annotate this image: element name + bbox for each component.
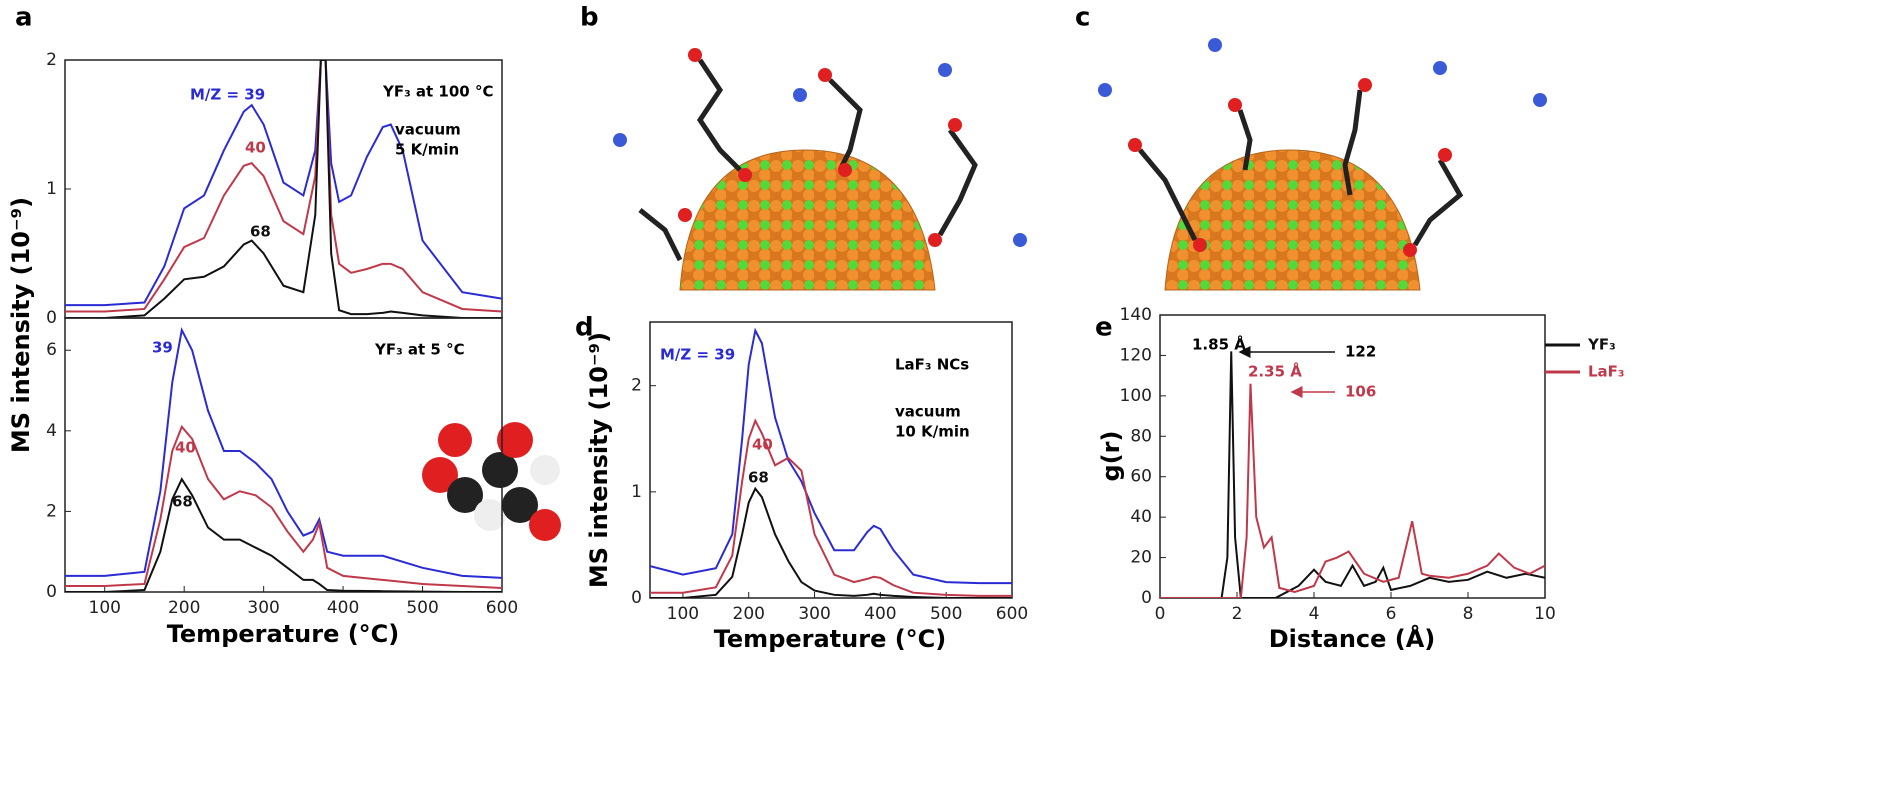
series-label: 68 [748, 469, 769, 487]
annotation: LaF₃ NCs [895, 356, 969, 374]
y-tick-label: 2 [631, 376, 642, 396]
line [650, 418, 1012, 597]
y-tick-label: 140 [1120, 305, 1152, 325]
molecule [422, 422, 561, 541]
annotation: vacuum [395, 121, 461, 139]
y-tick-label: 40 [1130, 507, 1152, 527]
y-tick-label: 0 [46, 308, 57, 328]
line [65, 477, 502, 592]
y-tick-label: 0 [46, 582, 57, 602]
series-label: M/Z = 39 [660, 346, 735, 364]
panel-label: d [575, 313, 594, 343]
line [1160, 351, 1545, 598]
y-axis-label: g(r) [1097, 431, 1125, 482]
x-tick-label: 500 [406, 598, 438, 618]
line [650, 486, 1012, 598]
y-tick-label: 120 [1120, 345, 1152, 365]
annotation: 122 [1345, 343, 1376, 361]
y-tick-label: 4 [46, 421, 57, 441]
x-tick-label: 200 [168, 598, 200, 618]
illustration-b [613, 48, 1027, 291]
line [65, 60, 502, 307]
illustration-c [1098, 38, 1547, 291]
line [1160, 383, 1545, 598]
x-tick-label: 300 [247, 598, 279, 618]
chart: 0 20 40 60 80 100 120 140 0 2 4 6 8 10 e g(r) Distance (… [1095, 305, 1625, 653]
line [65, 424, 502, 589]
y-tick-label: 6 [46, 340, 57, 360]
y-axis-label: MS intensity (10⁻⁹) [585, 332, 613, 588]
chart: 0 1 2a MS intensity (10⁻⁹) M/Z = 39 40 68 YF₃ a… [7, 3, 503, 453]
x-tick-label: 500 [930, 604, 962, 624]
annotation: YF₃ at 100 °C [382, 83, 493, 101]
x-axis-label: Temperature (°C) [714, 625, 947, 653]
annotation: YF₃ at 5 °C [374, 341, 465, 359]
y-tick-label: 1 [631, 482, 642, 502]
panel-label: c [1075, 3, 1090, 33]
x-tick-label: 400 [327, 598, 359, 618]
y-tick-label: 2 [46, 50, 57, 70]
line [65, 60, 502, 313]
y-tick-label: 1 [46, 179, 57, 199]
legend-label: YF₃ [1587, 336, 1616, 354]
annotation: 106 [1345, 383, 1376, 401]
panel-label: a [15, 3, 33, 33]
y-axis-label: MS intensity (10⁻⁹) [7, 197, 35, 453]
x-tick-label: 10 [1534, 604, 1556, 624]
series-label: 39 [152, 339, 173, 357]
y-tick-label: 0 [631, 588, 642, 608]
annotation: 5 K/min [395, 141, 459, 159]
x-tick-label: 2 [1232, 604, 1243, 624]
x-axis-label: Temperature (°C) [167, 620, 400, 648]
x-tick-label: 600 [996, 604, 1028, 624]
series-label: 40 [175, 439, 196, 457]
chart: 0 1 2 100 200 300 400 500 600 dMS intensity (10⁻⁹… [575, 313, 1028, 654]
x-tick-label: 100 [667, 604, 699, 624]
series-label: M/Z = 39 [190, 86, 265, 104]
x-tick-label: 400 [864, 604, 896, 624]
x-tick-label: 6 [1386, 604, 1397, 624]
y-tick-label: 20 [1130, 548, 1152, 568]
y-tick-label: 100 [1120, 386, 1152, 406]
annotation: 10 K/min [895, 423, 970, 441]
x-tick-label: 8 [1463, 604, 1474, 624]
line [65, 327, 502, 579]
x-tick-label: 200 [733, 604, 765, 624]
series-label: 68 [250, 223, 271, 241]
x-tick-label: 600 [486, 598, 518, 618]
x-tick-label: 0 [1155, 604, 1166, 624]
y-tick-label: 0 [1141, 588, 1152, 608]
panel-label: e [1095, 313, 1113, 343]
line [65, 60, 502, 318]
series-label: 40 [752, 436, 773, 454]
x-tick-label: 4 [1309, 604, 1320, 624]
legend-label: LaF₃ [1588, 363, 1625, 381]
annotation: 2.35 Å [1248, 362, 1302, 381]
line [650, 327, 1012, 585]
x-axis-label: Distance (Å) [1269, 624, 1436, 653]
series-label: 68 [172, 493, 193, 511]
plot-frame [1159, 314, 1546, 599]
arrows [1238, 346, 1335, 398]
y-tick-label: 80 [1130, 426, 1152, 446]
panel-label: b [580, 3, 599, 33]
series-label: 40 [245, 139, 266, 157]
plot-frame [64, 317, 503, 593]
annotation: vacuum [895, 403, 961, 421]
annotation: 1.85 Å [1192, 335, 1246, 354]
y-tick-label: 60 [1130, 467, 1152, 487]
y-tick-label: 2 [46, 501, 57, 521]
plot-frame [649, 321, 1013, 599]
x-tick-label: 300 [798, 604, 830, 624]
chart: 0 2 4 6 100 200 300 400 500 600 Temperature (°C) 39… [46, 317, 518, 648]
x-tick-label: 100 [89, 598, 121, 618]
